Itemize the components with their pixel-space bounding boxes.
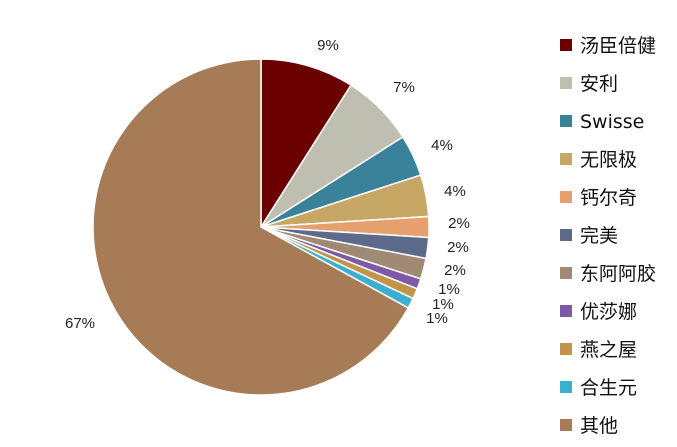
pie-slices (92, 58, 430, 396)
legend-label: 完美 (580, 225, 618, 247)
legend-swatch (560, 77, 572, 89)
legend-label: 燕之屋 (580, 339, 637, 361)
legend-label: 东阿阿胶 (580, 263, 656, 285)
legend-label: Swisse (580, 111, 644, 133)
slice-label: 1% (438, 281, 460, 298)
legend-label: 优莎娜 (580, 301, 637, 323)
slice-label: 9% (317, 37, 339, 54)
slice-label: 4% (444, 183, 466, 200)
legend-label: 合生元 (580, 377, 637, 399)
legend-swatch (560, 267, 572, 279)
slice-label: 2% (447, 239, 469, 256)
legend-swatch (560, 115, 572, 127)
pie-slice (92, 58, 410, 396)
legend-label: 无限极 (580, 149, 637, 171)
slice-label: 7% (393, 79, 415, 96)
slice-label: 2% (448, 215, 470, 232)
legend-swatch (560, 153, 572, 165)
slice-labels: 9%7%4%4%2%2%2%1%1%1%67% (65, 37, 470, 332)
legend-label: 其他 (580, 415, 618, 437)
pie-slice (260, 58, 353, 230)
legend-swatch (560, 381, 572, 393)
slice-label: 2% (444, 262, 466, 279)
slice-label: 1% (426, 310, 448, 327)
legend-swatch (560, 419, 572, 431)
legend-swatch (560, 343, 572, 355)
slice-label: 67% (65, 315, 95, 332)
legend-label: 安利 (580, 73, 618, 95)
legend-swatch (560, 191, 572, 203)
slice-label: 1% (432, 296, 454, 313)
slice-label: 4% (431, 137, 453, 154)
legend-label: 汤臣倍健 (580, 35, 656, 57)
legend-swatch (560, 305, 572, 317)
legend-label: 钙尔奇 (580, 187, 637, 209)
legend-swatch (560, 39, 572, 51)
legend-swatch (560, 229, 572, 241)
